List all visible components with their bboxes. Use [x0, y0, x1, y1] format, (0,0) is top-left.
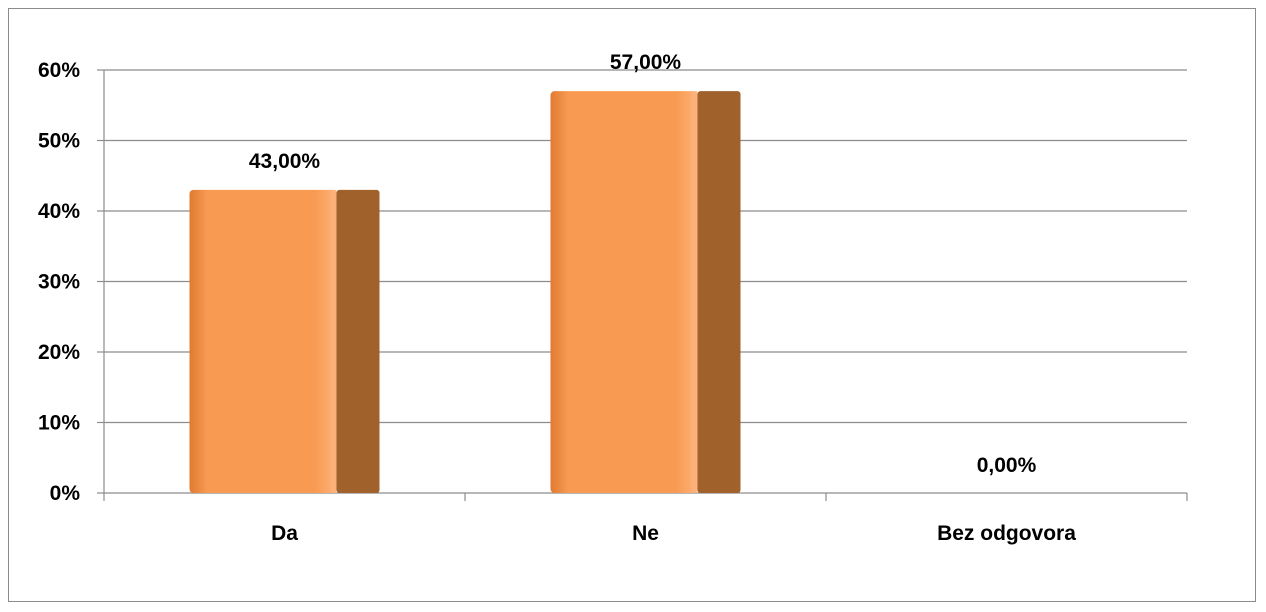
bar-ne [550, 91, 741, 494]
y-tick-label: 10% [38, 412, 80, 435]
y-tick-label: 20% [38, 341, 80, 364]
x-category-label: Da [271, 522, 298, 545]
data-label: 0,00% [977, 454, 1037, 477]
y-tick-label: 40% [38, 200, 80, 223]
x-category-label: Bez odgovora [937, 522, 1076, 545]
bars [189, 91, 741, 494]
x-category-label: Ne [632, 522, 659, 545]
bar-side [697, 91, 741, 494]
bar-highlight [330, 189, 337, 493]
y-tick-label: 0% [50, 482, 81, 505]
data-label: 43,00% [249, 150, 321, 173]
bar-front [550, 91, 698, 494]
data-label: 57,00% [610, 51, 682, 74]
y-tick-label: 30% [38, 271, 80, 294]
bar-side [336, 189, 380, 493]
bar-da [189, 189, 380, 493]
y-tick-label: 50% [38, 130, 80, 153]
bar-highlight [691, 91, 698, 494]
labels: 0% 10% 20% 30% 40% 50% 60% 43,00% Da 57,00% Ne 0,00… [38, 51, 1076, 545]
y-tick-label: 60% [38, 59, 80, 82]
bar-front [189, 189, 337, 493]
